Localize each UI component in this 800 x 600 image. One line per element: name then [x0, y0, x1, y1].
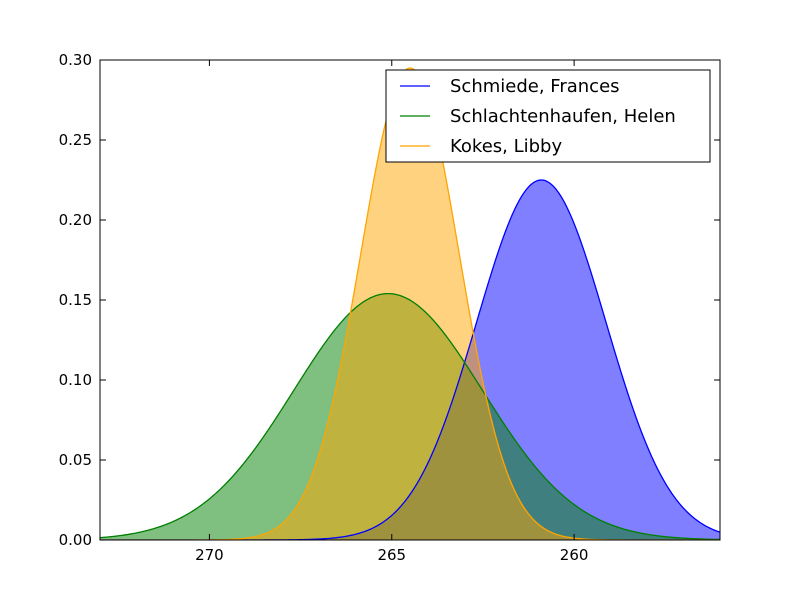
series-line-2: [100, 292, 720, 540]
series-line-1: [100, 179, 720, 540]
legend-box: [385, 69, 711, 163]
y-tick-label: 0.15: [59, 291, 92, 309]
axes: 270 265 260 0.00 0.05 0.10 0.15 0.20 0.25 0.30: [59, 51, 721, 564]
legend-label: Schmiede, Frances: [450, 76, 620, 97]
legend-label: Schlachtenhaufen, Helen: [450, 106, 676, 127]
legend-label: Kokes, Libby: [450, 136, 562, 157]
y-tick-label: 0.05: [59, 451, 92, 469]
y-tick-label: 0.00: [59, 531, 92, 549]
x-tick-label: 270: [195, 546, 224, 564]
y-tick-label: 0.30: [59, 51, 92, 69]
x-tick-label: 260: [560, 546, 589, 564]
series-fill-3: [100, 68, 720, 540]
legend: Schmiede, Frances Schlachtenhaufen, Helen…: [385, 69, 711, 163]
series-fill-1: [100, 180, 720, 540]
y-tick-label: 0.25: [59, 131, 92, 149]
y-tick-label: 0.20: [59, 211, 92, 229]
y-tick-label: 0.10: [59, 371, 92, 389]
x-tick-label: 265: [377, 546, 406, 564]
